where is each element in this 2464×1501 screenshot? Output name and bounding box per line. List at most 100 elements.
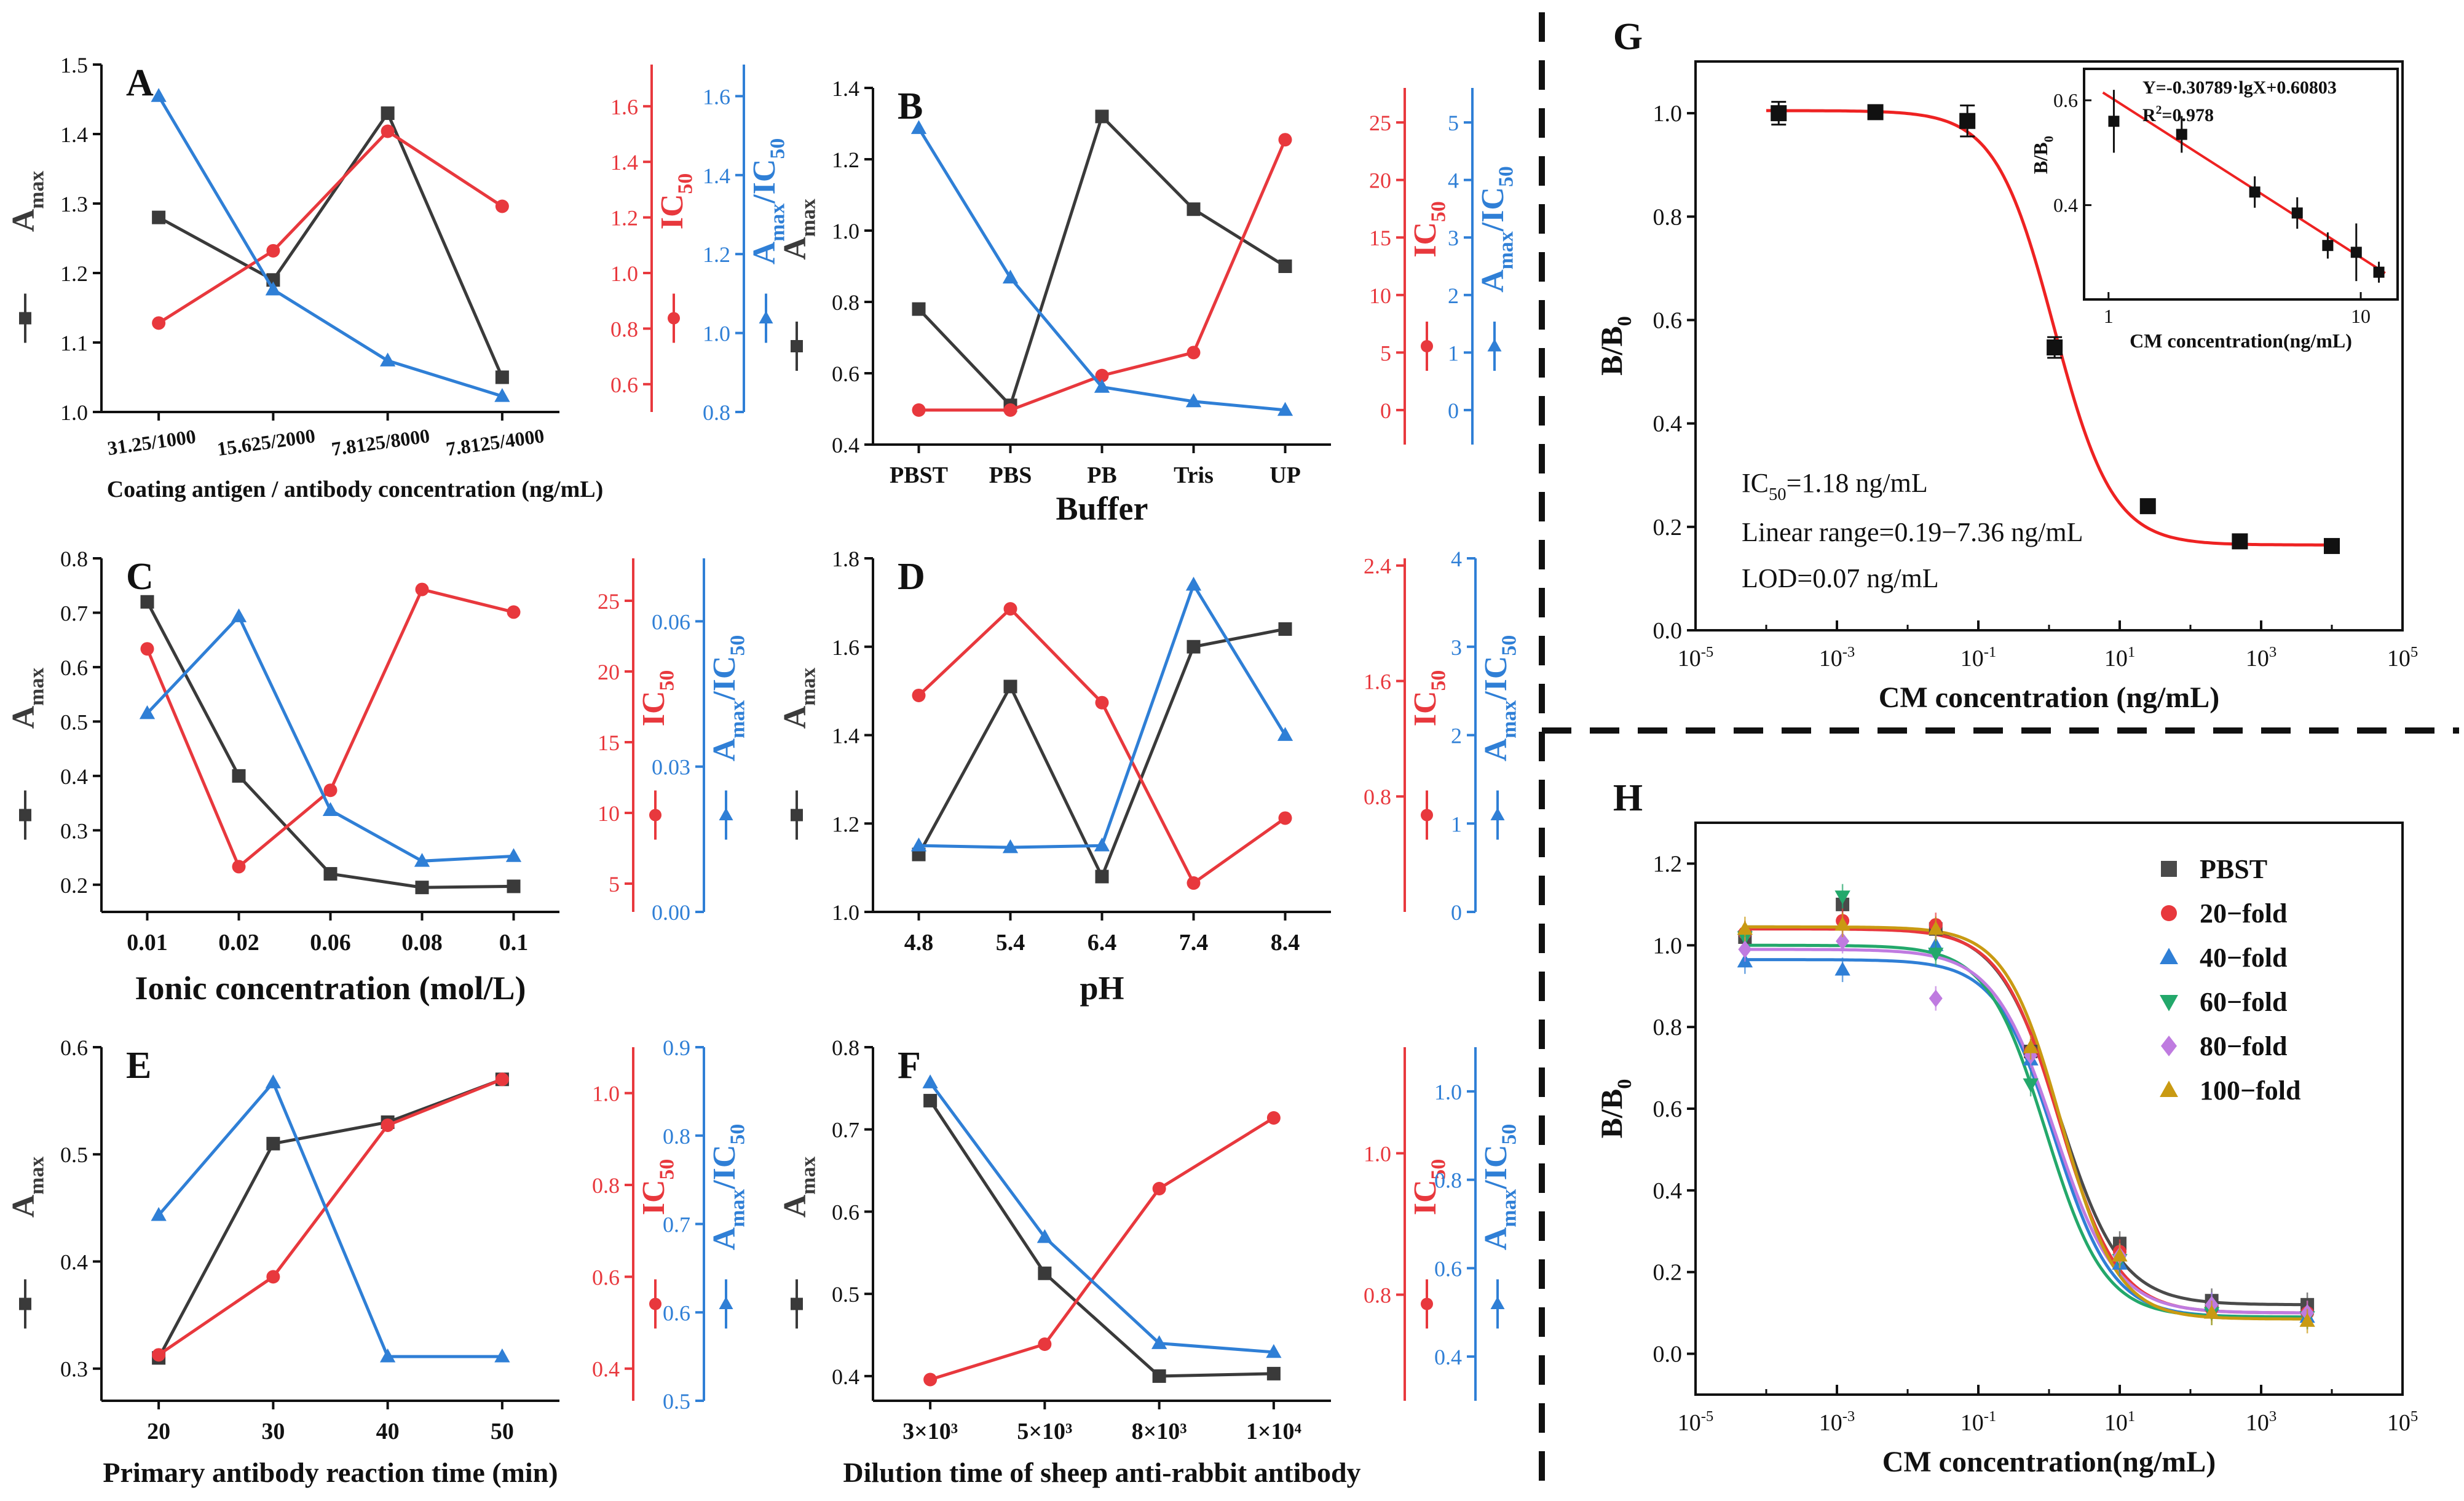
- y-tick-label: 0.00: [652, 900, 690, 925]
- x-tick-label: 10-5: [1678, 1408, 1714, 1436]
- inset-y-axis-title: B/B0: [2029, 136, 2056, 174]
- y-tick-label: 0.6: [832, 362, 859, 386]
- series-line-amax: [157, 109, 504, 378]
- y-tick-label: 0.4: [592, 1357, 620, 1382]
- y-tick-label: 0.0: [1653, 618, 1683, 644]
- panel-b: PBST PBS PB Tris UPBufferB0.40.60.81.01.21.4…: [778, 76, 1518, 527]
- y-tick-label: 5: [609, 872, 620, 897]
- y-axis-title-text: IC50: [1408, 670, 1450, 727]
- data-point: [1038, 1266, 1052, 1280]
- y-axis-title: IC50: [655, 173, 697, 230]
- y-tick-label: 0.0: [1653, 1342, 1683, 1368]
- legend-marker: [19, 809, 31, 822]
- x-tick-label: 0.06: [310, 930, 351, 956]
- legend-marker: [19, 312, 31, 325]
- y-axis-title-text: Amax: [778, 1157, 820, 1218]
- data-point: [231, 608, 247, 622]
- y-tick-label: 0.9: [663, 1036, 690, 1060]
- y-axis-title: Amax/IC50: [1475, 166, 1518, 293]
- legend-marker: [668, 312, 680, 325]
- y-axis-title-text: Amax: [778, 668, 820, 729]
- data-point: [266, 1136, 280, 1151]
- inset-y-tick-label: 0.4: [2053, 194, 2078, 216]
- data-point: [2023, 1039, 2039, 1053]
- x-axis-title: Coating antigen / antibody concentration…: [107, 477, 604, 502]
- y-tick-label: 0.4: [832, 433, 859, 457]
- panel-h: 10-5 10-3 10-1 101 103 105 0.0 0.2 0.4 0.6 0.8 1.0 1…: [1594, 777, 2418, 1478]
- y-axis-title: Amax: [778, 1157, 820, 1218]
- y-tick-label: 1.4: [60, 122, 88, 147]
- inset-x-axis-title: CM concentration(ng/mL): [2130, 330, 2352, 352]
- legend-marker: [1490, 807, 1505, 820]
- legend-marker: [649, 809, 661, 822]
- y-tick-label: 0.8: [1434, 1168, 1462, 1193]
- y-tick-label: 4: [1451, 547, 1462, 571]
- legend-marker: [2160, 948, 2178, 965]
- y-tick-label: 5: [1448, 111, 1459, 135]
- inset-frame: [2083, 68, 2399, 301]
- y-tick-label: 0.2: [1653, 1260, 1683, 1286]
- y-tick-label: 0.6: [592, 1265, 620, 1289]
- y-tick-label: 0.6: [60, 1036, 88, 1060]
- data-point: [323, 867, 338, 881]
- y-tick-label: 0.8: [1364, 1283, 1391, 1308]
- legend-label: 60−fold: [2200, 987, 2287, 1017]
- x-axis-title: CM concentration (ng/mL): [1879, 681, 2220, 714]
- x-tick-label: 0.1: [499, 930, 529, 956]
- y-tick-label: 20: [1369, 168, 1391, 193]
- y-tick-label: 1.3: [60, 192, 88, 216]
- y-tick-label: 0.2: [60, 873, 88, 898]
- y-tick-label: 15: [1369, 226, 1391, 250]
- data-point: [1185, 576, 1202, 591]
- y-tick-label: 0.5: [663, 1389, 690, 1414]
- y-axis-title-text: Amax: [6, 1157, 49, 1218]
- data-point: [1929, 989, 1943, 1007]
- legend-marker: [1421, 1297, 1433, 1310]
- y-tick-label: 3: [1448, 226, 1459, 250]
- ic50-annotation: IC50=1.18 ng/mL: [1742, 468, 1928, 504]
- lod-annotation: LOD=0.07 ng/mL: [1742, 563, 1939, 593]
- data-point: [1836, 932, 1850, 950]
- y-tick-label: 1.2: [1653, 851, 1683, 877]
- data-point: [1278, 259, 1292, 273]
- y-tick-label: 1.0: [832, 219, 859, 244]
- y-axis-title-text: Amax/IC50: [707, 1124, 749, 1251]
- x-tick-label: 1×10⁴: [1246, 1419, 1302, 1444]
- panel-label: E: [126, 1045, 151, 1087]
- y-tick-label: 0: [1380, 398, 1391, 423]
- y-tick-label: 0.4: [1434, 1345, 1462, 1369]
- x-tick-label: 20: [147, 1419, 170, 1444]
- inset-data-point: [2373, 266, 2385, 278]
- panel-g: 10-5 10-3 10-1 101 103 1050.00.20.40.60.81.0C…: [1594, 16, 2418, 714]
- y-tick-label: 0.4: [1653, 411, 1683, 437]
- data-point: [1738, 940, 1752, 959]
- y-tick-label: 0.7: [663, 1213, 690, 1237]
- data-point: [2299, 1313, 2315, 1327]
- legend-marker: [2161, 1036, 2177, 1056]
- data-point: [1277, 727, 1293, 741]
- y-axis-title: IC50: [636, 1159, 679, 1216]
- panel-label: H: [1613, 777, 1643, 819]
- x-tick-label: 10-1: [1961, 1408, 1997, 1436]
- data-point: [1278, 622, 1292, 636]
- inset-y-axis-title-text: B/B0: [2029, 136, 2056, 174]
- x-tick-label: 30: [261, 1419, 285, 1444]
- data-point: [1834, 890, 1850, 905]
- series-line-amax: [929, 1099, 1274, 1378]
- data-point: [140, 642, 154, 656]
- x-axis-title: Buffer: [1056, 490, 1148, 527]
- y-tick-label: 10: [1369, 283, 1391, 308]
- data-point: [494, 388, 510, 402]
- data-point: [1037, 1229, 1053, 1243]
- data-point: [2139, 498, 2156, 515]
- y-tick-label: 0.6: [60, 655, 88, 680]
- data-point: [1095, 109, 1109, 124]
- x-tick-label: Tris: [1174, 462, 1214, 488]
- legend-label: PBST: [2200, 854, 2267, 884]
- panel-f: 3×10³ 5×10³ 8×10³ 1×10⁴ Dilution time of she…: [778, 1036, 1521, 1488]
- y-tick-label: 0.6: [1653, 307, 1683, 333]
- series-line-ic50: [157, 129, 503, 325]
- legend-marker: [1421, 809, 1433, 822]
- data-point: [1771, 105, 1787, 122]
- y-tick-label: 1.0: [1364, 1142, 1391, 1166]
